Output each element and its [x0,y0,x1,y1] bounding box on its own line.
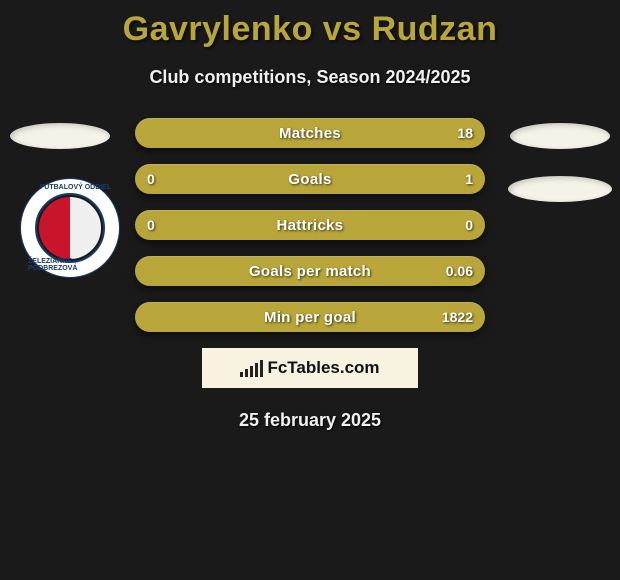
stat-row-goals-per-match: Goals per match 0.06 [135,256,485,286]
club-logo-text-top: FUTBALOVÝ ODDIEL [40,184,111,191]
stat-value-right: 18 [457,125,473,141]
stat-row-goals: 0 Goals 1 [135,164,485,194]
stat-label: Min per goal [264,309,356,326]
club-logo-text-bottom: ŽELEZIARNE PODBREZOVÁ [28,258,120,272]
stat-label: Hattricks [277,217,344,234]
stat-row-hattricks: 0 Hattricks 0 [135,210,485,240]
stat-label: Matches [279,125,341,142]
fctables-label: FcTables.com [267,358,379,378]
stat-label: Goals [288,171,331,188]
season-subtitle: Club competitions, Season 2024/2025 [0,67,620,88]
stat-value-left: 0 [147,171,155,187]
bar-chart-icon [240,359,263,377]
comparison-content: FUTBALOVÝ ODDIEL ŽELEZIARNE PODBREZOVÁ M… [0,118,620,431]
stat-row-min-per-goal: Min per goal 1822 [135,302,485,332]
stat-value-right: 0 [465,217,473,233]
stat-bars: Matches 18 0 Goals 1 0 Hattricks 0 Goals… [135,118,485,332]
player-badge-right-2 [508,176,612,202]
club-logo: FUTBALOVÝ ODDIEL ŽELEZIARNE PODBREZOVÁ [20,178,120,278]
player-badge-left [10,123,110,149]
player-badge-right-1 [510,123,610,149]
fctables-watermark: FcTables.com [202,348,418,388]
comparison-title: Gavrylenko vs Rudzan [0,0,620,49]
stat-row-matches: Matches 18 [135,118,485,148]
stat-value-right: 1 [465,171,473,187]
stat-value-left: 0 [147,217,155,233]
comparison-date: 25 february 2025 [0,410,620,431]
stat-label: Goals per match [249,263,371,280]
stat-value-right: 0.06 [446,263,473,279]
stat-value-right: 1822 [442,309,473,325]
